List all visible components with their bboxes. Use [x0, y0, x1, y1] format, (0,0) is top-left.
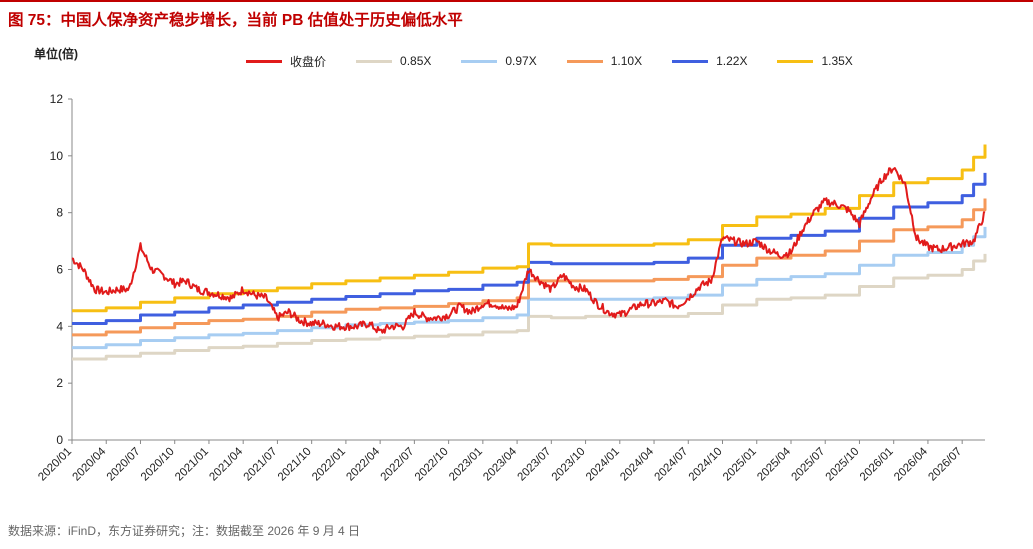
title-rule — [0, 0, 1033, 2]
x-tick-label: 2023/10 — [550, 446, 588, 484]
legend-item-085x: 0.85X — [356, 54, 431, 68]
series-line-price — [71, 167, 986, 334]
x-tick-label: 2026/01 — [858, 446, 896, 484]
y-unit-label: 单位(倍) — [34, 47, 78, 61]
legend-swatch-085x — [356, 59, 393, 63]
y-tick-label: 8 — [56, 206, 63, 220]
y-tick-label: 0 — [56, 433, 63, 447]
x-tick-label: 2020/04 — [70, 445, 108, 483]
legend-swatch-110x — [566, 59, 603, 63]
x-tick-label: 2026/07 — [926, 446, 964, 484]
legend-item-110x: 1.10X — [566, 54, 643, 68]
x-tick-label: 2022/04 — [344, 445, 382, 483]
series-line-pb097 — [72, 226, 987, 350]
x-tick-label: 2021/07 — [242, 446, 280, 484]
x-tick-label: 2021/04 — [207, 445, 245, 483]
x-tick-label: 2023/01 — [447, 446, 485, 484]
x-tick-label: 2025/04 — [755, 445, 793, 483]
legend-label-110x: 1.10X — [610, 54, 643, 68]
x-tick-label: 2025/10 — [824, 446, 862, 484]
legend-label-price: 收盘价 — [290, 54, 327, 69]
y-tick-label: 12 — [50, 92, 64, 106]
x-tick-label: 2021/01 — [173, 446, 211, 484]
x-tick-label: 2020/07 — [105, 446, 143, 484]
legend-label-135x: 1.35X — [821, 54, 853, 68]
figure-title: 图 75：中国人保净资产稳步增长，当前 PB 估值处于历史偏低水平 — [8, 12, 463, 29]
legend-swatch-135x — [777, 59, 814, 63]
x-tick-label: 2021/10 — [276, 446, 314, 484]
x-tick-label: 2024/07 — [653, 446, 691, 484]
x-tick-label: 2022/10 — [413, 446, 451, 484]
y-tick-label: 4 — [56, 319, 63, 333]
x-tick-label: 2022/01 — [310, 446, 348, 484]
x-tick-label: 2025/01 — [721, 446, 759, 484]
x-tick-label: 2020/10 — [139, 446, 177, 484]
legend-item-097x: 0.97X — [461, 54, 537, 68]
y-tick-label: 10 — [50, 149, 64, 163]
legend-item-price: 收盘价 — [246, 53, 326, 70]
source-note: 数据来源：iFinD，东方证券研究；注：数据截至 2026 年 9 月 4 日 — [8, 524, 361, 538]
x-tick-label: 2022/07 — [379, 446, 417, 484]
legend-item-135x: 1.35X — [777, 54, 853, 68]
chart-legend: 收盘价 0.85X 0.97X 1.10X 1.22X 1.35X — [246, 53, 883, 69]
x-tick-label: 2024/04 — [618, 445, 656, 483]
y-tick-label: 6 — [56, 263, 63, 277]
x-tick-label: 2023/04 — [481, 445, 519, 483]
series-line-pb110 — [72, 198, 987, 337]
x-tick-label: 2024/01 — [584, 446, 622, 484]
x-tick-label: 2020/01 — [36, 446, 74, 484]
x-tick-label: 2025/07 — [789, 446, 827, 484]
legend-label-085x: 0.85X — [400, 54, 432, 68]
legend-label-122x: 1.22X — [716, 54, 748, 68]
x-tick-label: 2026/04 — [892, 445, 930, 483]
legend-swatch-122x — [672, 59, 709, 63]
legend-label-097x: 0.97X — [505, 54, 537, 68]
legend-swatch-price — [246, 59, 282, 63]
legend-swatch-097x — [461, 59, 498, 63]
x-tick-label: 2024/10 — [687, 446, 725, 484]
y-tick-label: 2 — [56, 376, 63, 390]
legend-item-122x: 1.22X — [672, 54, 747, 68]
x-tick-label: 2023/07 — [516, 446, 554, 484]
